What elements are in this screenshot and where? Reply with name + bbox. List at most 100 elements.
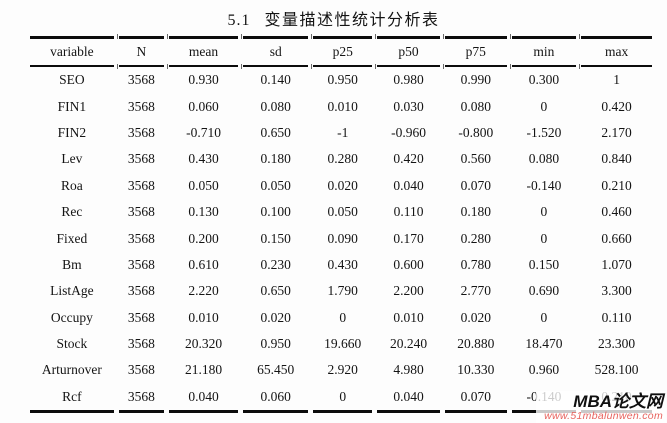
value-cell: 0.430	[188, 151, 219, 167]
value-cell: 0.420	[601, 98, 632, 114]
value-cell: 2.770	[460, 283, 491, 299]
value-cell: 3568	[127, 204, 155, 220]
value-cell: 0.560	[460, 151, 491, 167]
table-body: SEO 3568 0.930 0.140 0.950 0.980 0.990 0.300 1 FI…	[30, 67, 652, 414]
value-cell: 0.040	[393, 177, 424, 193]
value-cell: 0.980	[393, 72, 424, 88]
value-cell: 0.110	[393, 204, 424, 220]
value-cell: 0.050	[327, 204, 358, 220]
value-cell: 0.460	[601, 204, 632, 220]
value-cell: -0.960	[391, 124, 426, 140]
value-cell: 20.320	[184, 336, 223, 352]
value-cell: 0.140	[260, 72, 291, 88]
value-cell: 0.010	[188, 309, 219, 325]
value-cell: 0.010	[393, 309, 424, 325]
value-cell: 0.950	[327, 72, 358, 88]
value-cell: 0.090	[327, 230, 358, 246]
value-cell: 0.170	[393, 230, 424, 246]
value-cell: 0	[540, 230, 548, 246]
value-cell: 0.070	[444, 384, 507, 414]
value-cell: 0.280	[460, 230, 491, 246]
column-header-max: max	[581, 36, 652, 67]
section-number: 5.1	[227, 12, 251, 29]
variable-cell: ListAge	[50, 283, 94, 299]
value-cell: 0.600	[393, 256, 424, 272]
value-cell: 0	[540, 309, 548, 325]
watermark-url: www.51mbalunwen.com	[544, 409, 663, 422]
variable-cell: Fixed	[56, 230, 88, 246]
value-cell: 3568	[127, 230, 155, 246]
descriptive-statistics-table: variable N mean sd p25 p50 p75 min max S…	[25, 34, 657, 414]
value-cell: 0.180	[260, 151, 291, 167]
value-cell: 3568	[127, 336, 155, 352]
value-cell: -0.140	[526, 177, 562, 193]
value-cell: 2.200	[393, 283, 424, 299]
variable-cell: Rcf	[30, 384, 114, 414]
value-cell: 0.950	[260, 336, 291, 352]
column-header-n: N	[118, 34, 168, 69]
value-cell: 0	[540, 204, 548, 220]
value-cell: 0.420	[393, 151, 424, 167]
variable-cell: Roa	[61, 177, 83, 193]
value-cell: 0.610	[188, 256, 219, 272]
value-cell: 0.150	[528, 256, 560, 272]
value-cell: 0	[540, 98, 548, 114]
value-cell: 0.690	[528, 283, 560, 299]
table-row: Lev 3568 0.430 0.180 0.280 0.420 0.560 0.080 0.8…	[30, 146, 652, 172]
value-cell: 0.960	[528, 362, 560, 378]
value-cell: 0.080	[460, 98, 491, 114]
table-title-text: 变量描述性统计分析表	[264, 12, 440, 29]
table-row: Bm 3568 0.610 0.230 0.430 0.600 0.780 0.150 1.07…	[30, 252, 652, 278]
variable-cell: Bm	[62, 256, 82, 272]
value-cell: -0.710	[186, 124, 221, 140]
value-cell: 1.070	[601, 256, 632, 272]
value-cell: 0.130	[188, 204, 219, 220]
value-cell: 1	[613, 72, 620, 88]
value-cell: 18.470	[525, 336, 563, 352]
value-cell: 0.040	[377, 384, 440, 414]
watermark-brand: MBA论文网	[573, 392, 663, 412]
table-row: FIN2 3568 -0.710 0.650 -1 -0.960 -0.800 -1.520 2…	[30, 120, 652, 146]
value-cell: -1	[337, 124, 349, 140]
value-cell: 3568	[118, 384, 164, 414]
variable-cell: FIN2	[57, 124, 87, 140]
value-cell: 21.180	[184, 362, 223, 378]
value-cell: 0.020	[260, 309, 291, 325]
value-cell: 23.300	[598, 336, 636, 352]
column-header-p75: p75	[444, 34, 511, 69]
variable-cell: Rec	[61, 204, 83, 220]
value-cell: 0.060	[243, 384, 309, 414]
value-cell: 0.020	[327, 177, 358, 193]
column-header-sd: sd	[243, 34, 313, 69]
variable-cell: Arturnover	[41, 362, 102, 378]
value-cell: 3568	[127, 177, 155, 193]
value-cell: 0.930	[188, 72, 219, 88]
table-row: Stock 3568 20.320 0.950 19.660 20.240 20.880 18…	[30, 331, 652, 357]
value-cell: 3568	[127, 151, 155, 167]
value-cell: 3568	[127, 362, 155, 378]
value-cell: 0.020	[460, 309, 491, 325]
value-cell: -0.800	[458, 124, 494, 140]
column-header-min: min	[511, 34, 580, 69]
value-cell: 0.650	[260, 124, 291, 140]
variable-cell: FIN1	[57, 98, 87, 114]
value-cell: 0.030	[393, 98, 424, 114]
value-cell: 65.450	[257, 362, 295, 378]
column-header-p50: p50	[377, 34, 444, 69]
value-cell: 0.150	[260, 230, 291, 246]
table-row: SEO 3568 0.930 0.140 0.950 0.980 0.990 0.300 1	[30, 67, 652, 93]
value-cell: 0.110	[601, 309, 632, 325]
value-cell: 0	[339, 309, 347, 325]
value-cell: 528.100	[594, 362, 639, 378]
site-watermark: MBA论文网 www.51mbalunwen.com	[536, 391, 666, 423]
value-cell: 2.220	[188, 283, 219, 299]
value-cell: 3568	[127, 124, 155, 140]
value-cell: 0.840	[601, 151, 632, 167]
value-cell: 0.210	[601, 177, 632, 193]
value-cell: 3568	[127, 283, 155, 299]
page-title: 5.1 变量描述性统计分析表	[0, 6, 667, 30]
table-row: Occupy 3568 0.010 0.020 0 0.010 0.020 0 0.110	[30, 305, 652, 331]
value-cell: 19.660	[324, 336, 362, 352]
value-cell: 0.200	[188, 230, 219, 246]
value-cell: 0.070	[460, 177, 491, 193]
